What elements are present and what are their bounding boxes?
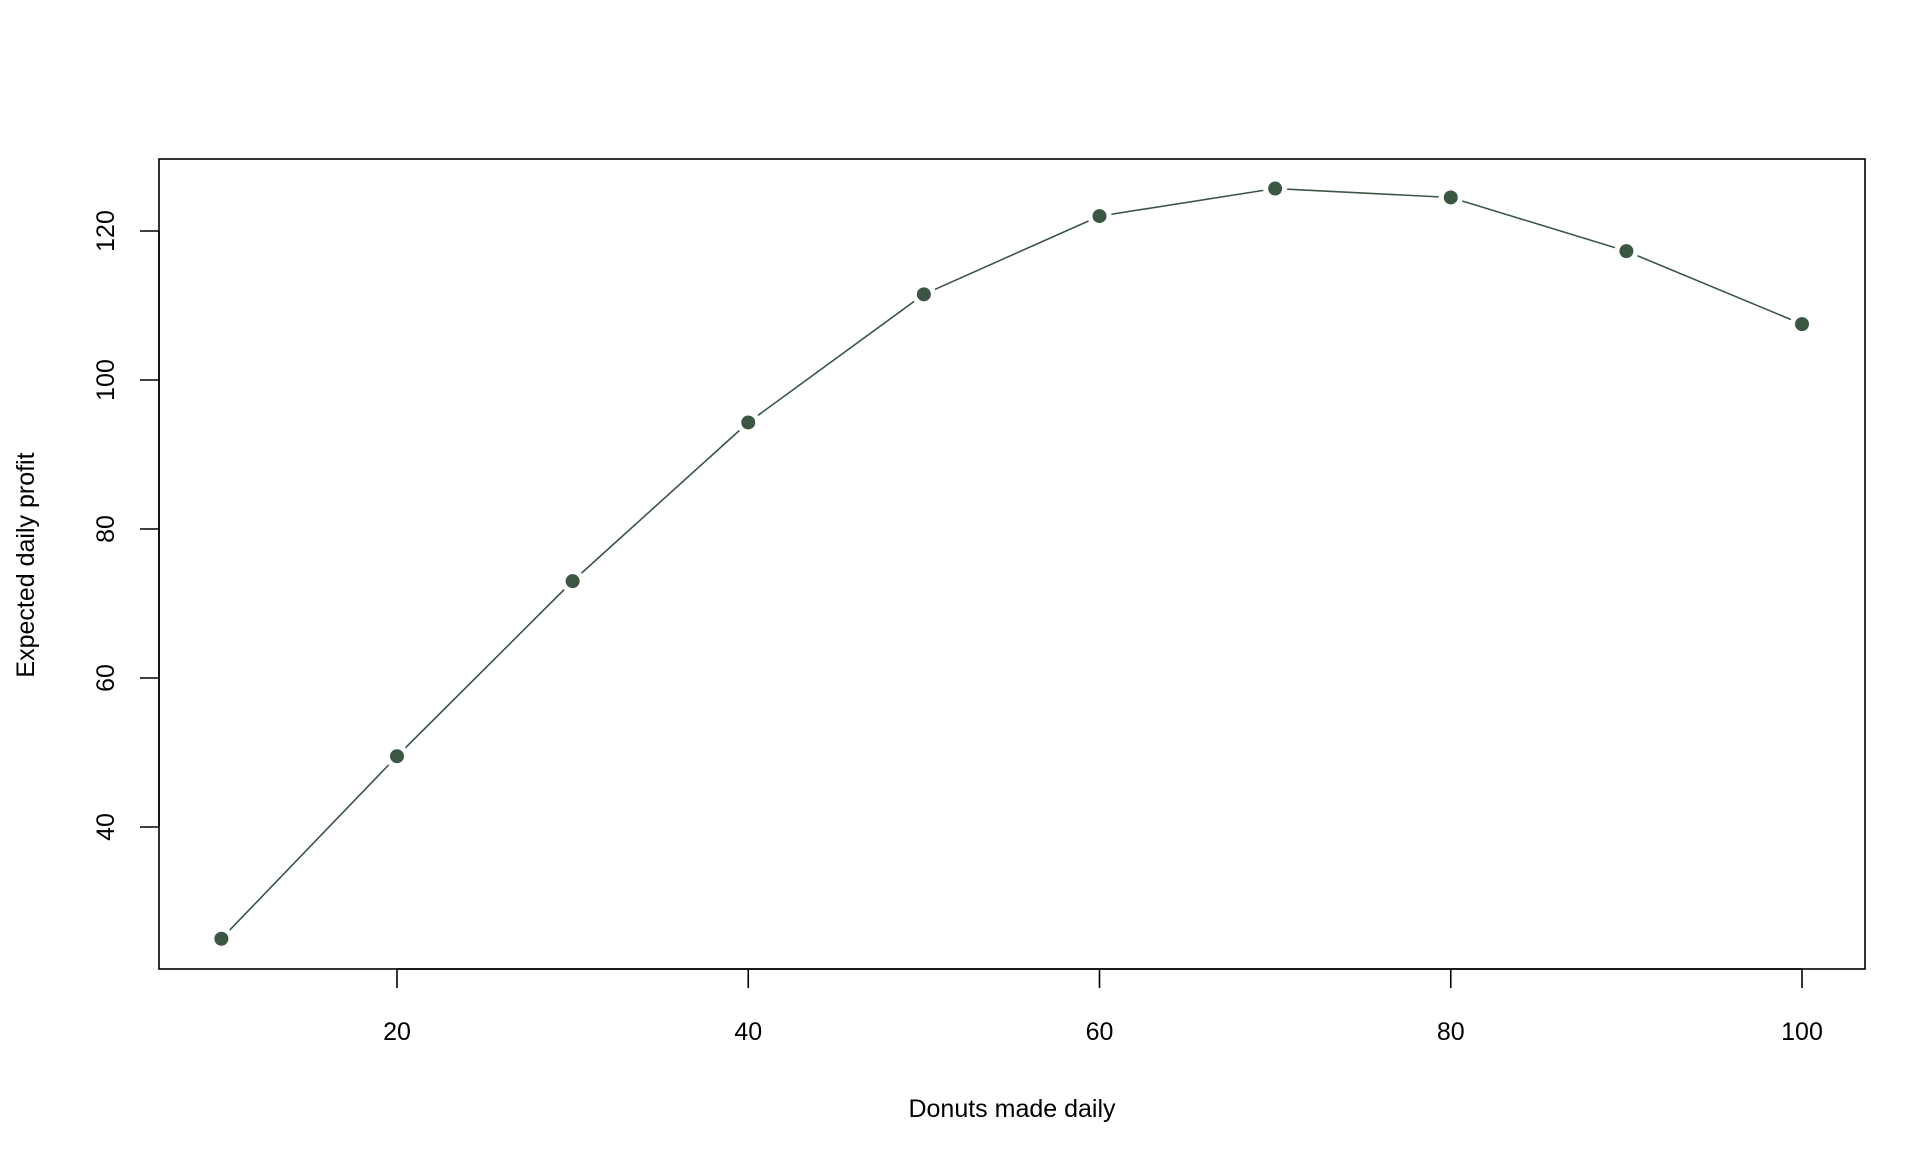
line-segment [1287,188,1439,198]
line-segment [934,220,1089,291]
data-point [1795,317,1809,332]
data-point [1268,181,1283,196]
line-segment [229,764,390,931]
x-axis: 20 40 60 80 100 [383,968,1823,1046]
line-segment [1461,200,1616,249]
data-point [916,287,931,302]
y-tick-label: 80 [92,515,120,543]
data-point [390,749,404,764]
line-segment [757,300,915,417]
series-line [229,188,1792,931]
x-tick-label: 60 [1086,1018,1114,1046]
x-tick-label: 80 [1437,1018,1465,1046]
y-axis-title: Expected daily profit [12,452,40,677]
data-point [1092,209,1107,224]
y-tick-label: 60 [92,664,120,692]
line-segment [580,429,740,574]
x-axis-title: Donuts made daily [908,1095,1116,1123]
line-segment [404,589,565,749]
x-tick-label: 20 [383,1018,411,1046]
line-segment [1111,189,1264,216]
line-segment [1637,254,1792,321]
data-point [1443,190,1458,205]
y-tick-label: 100 [92,359,120,401]
plot-frame [158,158,1866,970]
data-point [741,415,756,430]
y-tick-label: 120 [92,210,120,252]
series-points [214,181,1809,946]
x-tick-label: 100 [1781,1018,1823,1046]
data-point [214,931,229,946]
y-axis: 40 60 80 100 120 [92,210,160,841]
y-tick-label: 40 [92,813,120,841]
data-point [565,574,580,589]
x-tick-label: 40 [734,1018,762,1046]
data-point [1619,244,1634,259]
